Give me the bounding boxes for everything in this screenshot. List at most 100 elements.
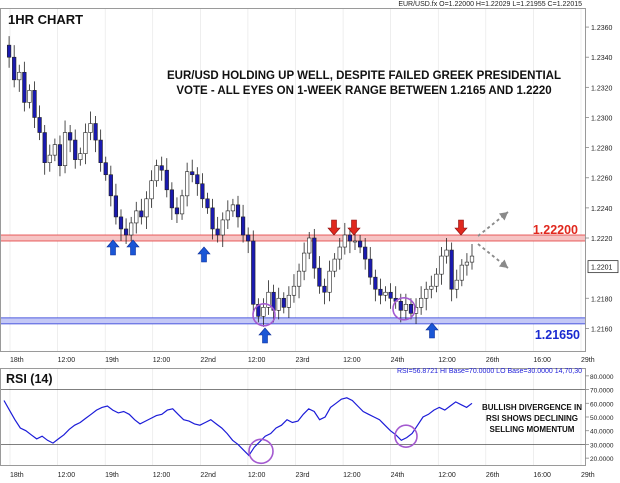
support-label: 1.21650	[535, 328, 580, 342]
price-axis: 1.2360 1.2340 1.2320 1.2300 1.2280 1.2260 1.22…	[585, 25, 619, 333]
candle-body	[22, 71, 27, 103]
candle-body	[261, 307, 266, 317]
candle-body	[179, 195, 185, 215]
price-circle	[392, 297, 416, 321]
candle-body	[342, 234, 347, 248]
candle-body	[185, 171, 190, 197]
candle-body	[235, 204, 241, 218]
candle-body	[108, 174, 113, 197]
candle-body	[93, 123, 98, 141]
time-tick-label: 23rd	[296, 357, 310, 364]
current-price-box	[587, 260, 619, 274]
rsi-time-tick-label: 12:00	[153, 472, 171, 479]
candle-body	[88, 123, 93, 133]
candle-body	[225, 210, 230, 221]
rsi-annotation: BULLISH DIVERGENCE IN RSI SHOWS DECLININ…	[482, 403, 582, 434]
up-arrow	[197, 246, 211, 263]
candle-body	[464, 261, 470, 266]
support-band	[1, 317, 585, 324]
annotation-line-1: EUR/USD HOLDING UP WELL, DESPITE FAILED …	[167, 70, 561, 82]
candle-body	[403, 303, 408, 311]
candle-body	[62, 132, 68, 166]
rsi-annotation-line-2: RSI SHOWS DECLINING	[486, 414, 578, 423]
projection-up-head	[498, 212, 508, 221]
candle-body	[363, 246, 368, 260]
candle-body	[347, 234, 353, 242]
up-arrow	[126, 239, 140, 256]
candle-body	[266, 291, 271, 308]
time-tick-label: 29th	[581, 357, 595, 364]
time-tick-label: 12:00	[343, 357, 361, 364]
support-resistance-levels	[1, 234, 585, 325]
rsi-time-tick-label: 19th	[105, 472, 119, 479]
rsi-time-tick-label: 12:00	[438, 472, 456, 479]
candle-body	[307, 237, 312, 254]
candle-body	[408, 303, 414, 314]
candle-body	[98, 139, 103, 163]
candle-body	[42, 132, 47, 163]
candle-body	[83, 132, 88, 154]
price-tick-label: 1.2240	[591, 206, 613, 213]
rsi-time-tick-label: 12:00	[343, 472, 361, 479]
candle-body	[459, 264, 464, 281]
candle-body	[373, 276, 378, 290]
rsi-time-tick-label: 12:00	[58, 472, 76, 479]
candle-body	[103, 162, 108, 176]
candle-body	[12, 56, 17, 81]
rsi-tick-label: 60.0000	[590, 401, 614, 408]
candle-body	[378, 288, 383, 296]
candle-body	[220, 219, 225, 236]
candles	[6, 36, 475, 327]
time-tick-label: 19th	[105, 357, 119, 364]
up-arrow	[106, 239, 120, 256]
candle-body	[276, 297, 281, 311]
candle-body	[286, 294, 291, 308]
symbol-info: EUR/USD.fx O=1.22000 H=1.22029 L=1.21955…	[398, 1, 582, 8]
down-arrow	[454, 219, 468, 236]
rsi-time-tick-label: 23rd	[296, 472, 310, 479]
candle-body	[368, 258, 373, 278]
candle-body	[322, 285, 327, 293]
candle-body	[129, 222, 134, 236]
resistance-label: 1.22200	[533, 223, 578, 237]
candle-body	[164, 169, 169, 191]
candle-body	[17, 71, 22, 81]
time-tick-label: 16:00	[533, 357, 551, 364]
candle-body	[383, 291, 388, 296]
candle-body	[296, 270, 302, 287]
up-arrow	[258, 327, 272, 344]
rsi-annotation-line-3: SELLING MOMENTUM	[490, 425, 575, 434]
rsi-tick-label: 30.0000	[590, 442, 614, 449]
candle-body	[398, 300, 403, 311]
candle-body	[6, 44, 12, 58]
rsi-line	[3, 397, 473, 457]
rsi-circle	[394, 424, 418, 449]
candle-body	[27, 90, 32, 103]
candle-body	[139, 210, 144, 218]
time-tick-label: 12:00	[438, 357, 456, 364]
candle-body	[68, 132, 73, 141]
rsi-time-tick-label: 12:00	[248, 472, 266, 479]
resistance-band	[1, 235, 585, 242]
time-tick-label: 12:00	[248, 357, 266, 364]
price-tick-label: 1.2360	[591, 25, 613, 32]
candle-body	[230, 204, 236, 212]
candle-body	[123, 228, 129, 236]
candle-body	[159, 165, 164, 171]
rsi-annotation-line-1: BULLISH DIVERGENCE IN	[482, 403, 582, 412]
candle-body	[149, 180, 154, 200]
chart-title: 1HR CHART	[8, 12, 83, 27]
time-tick-label: 24th	[391, 357, 405, 364]
rsi-axis: 80.0000 70.0000 60.0000 50.0000 40.0000 30.00…	[585, 374, 614, 463]
candle-body	[337, 246, 342, 260]
candle-body	[113, 195, 119, 218]
candle-body	[251, 240, 256, 305]
markers	[106, 211, 509, 344]
candle-body	[134, 210, 139, 224]
time-axis: 18th 18th 12:00 12:00 19th 19th 12:00 12:00 22nd…	[10, 357, 595, 479]
candle-body	[424, 288, 429, 299]
candle-body	[246, 234, 251, 242]
rsi-time-tick-label: 29th	[581, 472, 595, 479]
price-tick-label: 1.2260	[591, 176, 613, 183]
